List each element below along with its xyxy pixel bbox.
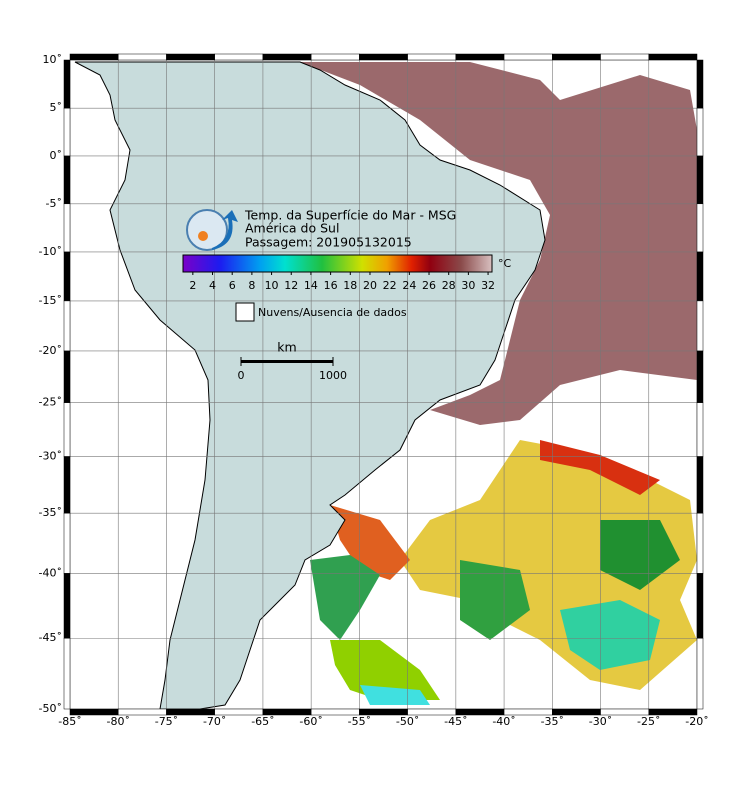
y-tick-label: -30˚ (39, 450, 62, 463)
frame-segment (696, 350, 704, 403)
colorbar-tick-label: 32 (481, 279, 495, 292)
colorbar-tick-label: 2 (189, 279, 196, 292)
frame-segment (214, 53, 264, 61)
x-tick-label: -30˚ (589, 715, 612, 728)
frame-segment (696, 251, 704, 302)
y-tick-label: -25˚ (39, 396, 62, 409)
colorbar-tick-label: 10 (265, 279, 279, 292)
colorbar-tick-label: 8 (248, 279, 255, 292)
colorbar-tick-label: 18 (343, 279, 357, 292)
frame-segment (63, 512, 71, 574)
y-tick-label: 0˚ (50, 149, 63, 162)
frame-segment (63, 155, 71, 205)
frame-segment (696, 402, 704, 457)
scale-bar (241, 360, 333, 363)
colorbar (182, 254, 493, 273)
x-tick-label: -45˚ (444, 715, 467, 728)
frame-segment (696, 107, 704, 157)
scale-unit: km (277, 340, 296, 355)
x-tick-label: -75˚ (155, 715, 178, 728)
frame-segment (63, 107, 71, 157)
colorbar-tick-label: 24 (402, 279, 416, 292)
scale-label: 1000 (319, 369, 347, 382)
x-tick-label: -85˚ (58, 715, 81, 728)
frame-segment (455, 53, 505, 61)
colorbar-tick-label: 16 (324, 279, 338, 292)
x-tick-label: -40˚ (492, 715, 515, 728)
x-tick-label: -70˚ (203, 715, 226, 728)
y-tick-label: -50˚ (39, 702, 62, 715)
frame-segment (359, 53, 408, 61)
y-tick-label: 5˚ (50, 101, 63, 114)
x-tick-label: -35˚ (541, 715, 564, 728)
x-tick-label: -55˚ (348, 715, 371, 728)
frame-segment (117, 53, 167, 61)
frame-segment (696, 300, 704, 352)
colorbar-tick-label: 26 (422, 279, 436, 292)
frame-segment (552, 53, 601, 61)
pass-time: Passagem: 201905132015 (245, 235, 412, 250)
y-tick-label: -35˚ (39, 506, 62, 519)
frame-segment (696, 573, 704, 639)
colorbar-tick-label: 20 (363, 279, 377, 292)
y-tick-label: -15˚ (39, 294, 62, 307)
frame-segment (63, 59, 71, 109)
frame-segment (503, 53, 553, 61)
frame-segment (63, 203, 71, 253)
x-tick-label: -80˚ (106, 715, 129, 728)
frame-segment (696, 155, 704, 205)
y-tick-label: -40˚ (39, 566, 62, 579)
frame-segment (63, 573, 71, 639)
sst-field (300, 62, 697, 705)
frame-segment (407, 53, 457, 61)
legend-text: Nuvens/Ausencia de dados (258, 306, 407, 319)
y-tick-label: -5˚ (46, 197, 62, 210)
legend-swatch (235, 302, 255, 322)
frame-segment (696, 456, 704, 514)
frame-segment (63, 456, 71, 514)
colorbar-tick-label: 14 (304, 279, 318, 292)
frame-segment (63, 402, 71, 457)
frame-segment (63, 300, 71, 352)
frame-segment (648, 708, 698, 716)
colorbar-tick-label: 6 (229, 279, 236, 292)
x-tick-label: -60˚ (299, 715, 322, 728)
logo (186, 209, 228, 251)
colorbar-tick-label: 22 (383, 279, 397, 292)
frame-segment (166, 53, 215, 61)
legend-box: Temp. da Superfície do Mar - MSG América… (182, 208, 512, 382)
frame-segment (310, 53, 360, 61)
x-tick-label: -20˚ (685, 715, 708, 728)
region: América do Sul (245, 221, 339, 236)
y-tick-label: -20˚ (39, 344, 62, 357)
frame-segment (262, 53, 312, 61)
y-tick-label: -10˚ (39, 245, 62, 258)
frame-segment (696, 637, 704, 710)
x-tick-label: -25˚ (637, 715, 660, 728)
frame-segment (63, 350, 71, 403)
x-tick-label: -65˚ (251, 715, 274, 728)
colorbar-tick-label: 4 (209, 279, 216, 292)
colorbar-tick-label: 28 (442, 279, 456, 292)
frame-segment (648, 53, 698, 61)
scale-label: 0 (238, 369, 245, 382)
frame-segment (63, 251, 71, 302)
logo-arrow (212, 210, 238, 250)
colorbar-unit: °C (498, 257, 512, 270)
title: Temp. da Superfície do Mar - MSG (244, 208, 456, 223)
colorbar-tick-label: 30 (461, 279, 475, 292)
frame-segment (69, 53, 119, 61)
y-tick-label: 10˚ (43, 53, 63, 66)
frame-segment (696, 59, 704, 109)
frame-segment (696, 203, 704, 253)
colorbar-tick-label: 12 (284, 279, 298, 292)
frame-segment (600, 53, 650, 61)
frame-segment (63, 637, 71, 710)
x-tick-label: -50˚ (396, 715, 419, 728)
y-tick-label: -45˚ (39, 631, 62, 644)
frame-segment (696, 512, 704, 574)
logo-sun (198, 231, 208, 241)
